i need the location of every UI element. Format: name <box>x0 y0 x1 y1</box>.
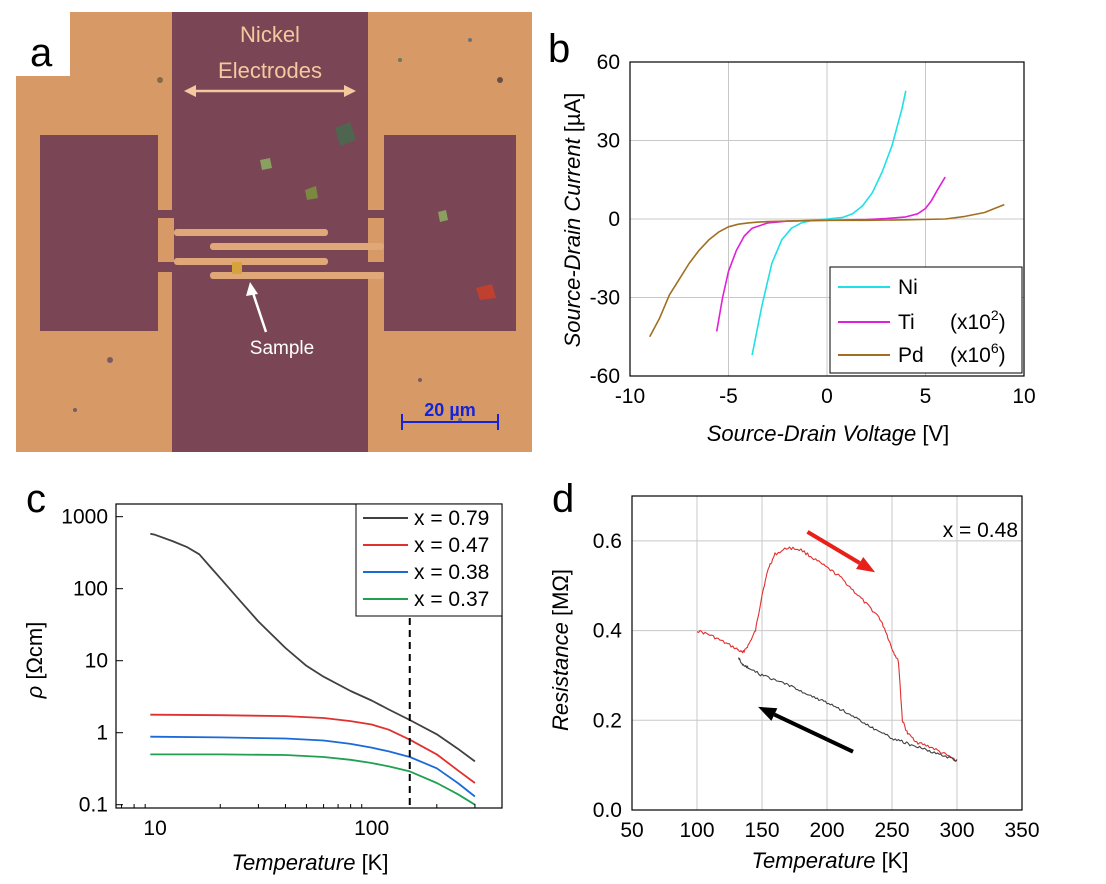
y-tick-label: 0.2 <box>593 709 622 732</box>
legend-scale-pd: (x106) <box>950 340 1006 367</box>
series-group <box>648 90 1005 356</box>
panel-b-iv-chart: b -10 -5 0 5 10 -60 -30 0 30 60 Source-Drain Volt… <box>548 27 1036 446</box>
x-tick-label: 100 <box>354 817 389 840</box>
sample-pointer-line <box>250 289 268 333</box>
tick-labels: 50 100 150 200 250 300 350 0.0 0.2 0.4 0.6 <box>593 530 1040 842</box>
series-line-pd <box>648 203 1005 338</box>
electrodes-arrow-right <box>344 85 356 97</box>
plot-frame <box>631 495 1023 811</box>
panel-letter-c: c <box>26 477 46 521</box>
series-line-heating <box>696 546 958 762</box>
electrodes-label-line1: Nickel <box>240 22 300 47</box>
electrode-bottom <box>172 272 368 452</box>
plot-frame <box>629 61 1025 377</box>
x-tick-label: 10 <box>143 817 166 840</box>
y-axis-label: Source-Drain Current [µA] <box>560 93 585 348</box>
electrode-right <box>384 135 516 331</box>
x-tick-label: -10 <box>615 385 645 408</box>
panel-d-resistance-chart: d 50 100 150 200 250 300 350 0.0 0.2 0.4 0.6 x = 0… <box>548 477 1040 873</box>
y-tick-label: 30 <box>597 130 620 153</box>
panel-c-resistivity-chart: c 10 100 0.1 1 10 100 1000 Temperature [K] ρ [… <box>22 477 503 875</box>
y-axis-label: ρ [Ωcm] <box>22 622 47 700</box>
legend-label-ni: Ni <box>898 276 918 299</box>
electrodes-label-line2: Electrodes <box>218 58 322 83</box>
legend: x = 0.79 x = 0.47 x = 0.38 x = 0.37 <box>355 503 503 617</box>
sample-pointer-head <box>246 282 258 296</box>
legend-scale-ti: (x102) <box>950 307 1006 334</box>
legend-box <box>355 503 503 617</box>
y-tick-label: -60 <box>590 365 620 388</box>
electrodes-arrow-left <box>184 85 196 97</box>
panel-a-micrograph: Nickel Electrodes Sample 20 µm a <box>16 12 532 452</box>
x-tick-label: 100 <box>679 819 714 842</box>
x-tick-label: 300 <box>939 819 974 842</box>
y-tick-label: 0.0 <box>593 799 622 822</box>
series-line-x-0-47 <box>150 713 476 784</box>
legend-label-pd: Pd <box>898 344 924 367</box>
legend-label-x047: x = 0.47 <box>414 534 489 557</box>
y-tick-label: 10 <box>85 650 108 673</box>
y-tick-label: 0 <box>608 208 620 231</box>
y-tick-label: 1 <box>96 722 108 745</box>
flakes <box>260 122 496 300</box>
sweep-arrows <box>758 530 876 754</box>
x-tick-label: 250 <box>874 819 909 842</box>
electrode-top <box>172 12 368 234</box>
y-tick-label: 0.6 <box>593 530 622 553</box>
sweep-arrow-head <box>758 706 778 721</box>
lead-left <box>158 218 174 262</box>
y-tick-label: 0.1 <box>79 794 108 817</box>
legend-label-ti: Ti <box>898 311 915 334</box>
lead-right <box>368 218 384 262</box>
scale-bar-label: 20 µm <box>424 400 475 420</box>
legend-label-x037: x = 0.37 <box>414 588 489 611</box>
x-tick-label: 10 <box>1012 385 1035 408</box>
panel-letter-a: a <box>30 31 53 75</box>
x-tick-label: 5 <box>920 385 932 408</box>
sweep-arrow-shaft <box>773 712 854 754</box>
sweep-arrow-shaft <box>806 530 861 565</box>
sweep-arrow-head <box>856 557 876 573</box>
x-tick-label: 350 <box>1004 819 1039 842</box>
legend-label-x038: x = 0.38 <box>414 561 489 584</box>
x-tick-label: -5 <box>719 385 738 408</box>
y-tick-label: 60 <box>597 51 620 74</box>
y-axis-label: Resistance [MΩ] <box>548 569 573 731</box>
series-line-x-0-37 <box>150 753 476 806</box>
sample-flake <box>232 262 242 274</box>
legend-label-x079: x = 0.79 <box>414 507 489 530</box>
x-axis-label: Source-Drain Voltage [V] <box>707 421 950 446</box>
series-line-cooling <box>738 657 958 762</box>
legend: Ni Ti (x102) Pd (x106) <box>829 266 1023 374</box>
series-line-ni <box>751 90 907 356</box>
finger-top <box>174 229 328 236</box>
panel-letter-d: d <box>552 477 574 521</box>
finger-mid <box>210 243 384 250</box>
x-axis-label: Temperature [K] <box>232 850 389 875</box>
x-axis-label: Temperature [K] <box>752 848 909 873</box>
series-line-x-0-38 <box>150 735 476 798</box>
y-tick-label: 100 <box>73 578 108 601</box>
x-tick-label: 150 <box>744 819 779 842</box>
x-tick-label: 200 <box>809 819 844 842</box>
finger-bottom <box>210 272 384 279</box>
series-group <box>696 546 958 762</box>
y-tick-label: 0.4 <box>593 620 623 643</box>
sample-label: Sample <box>250 338 314 359</box>
x-tick-label: 50 <box>620 819 643 842</box>
panel-letter-b: b <box>548 27 570 71</box>
tick-labels: -10 -5 0 5 10 -60 -30 0 30 60 <box>590 51 1036 408</box>
finger-lower <box>174 258 328 265</box>
y-tick-label: 1000 <box>61 506 108 529</box>
panel-a-letter-bg <box>16 12 70 76</box>
x-tick-label: 0 <box>821 385 833 408</box>
electrode-left <box>40 135 158 331</box>
tick-labels: 10 100 0.1 1 10 100 1000 <box>61 506 476 840</box>
y-tick-label: -30 <box>590 287 620 310</box>
composition-annotation: x = 0.48 <box>943 519 1018 542</box>
plot-frame <box>115 503 503 809</box>
